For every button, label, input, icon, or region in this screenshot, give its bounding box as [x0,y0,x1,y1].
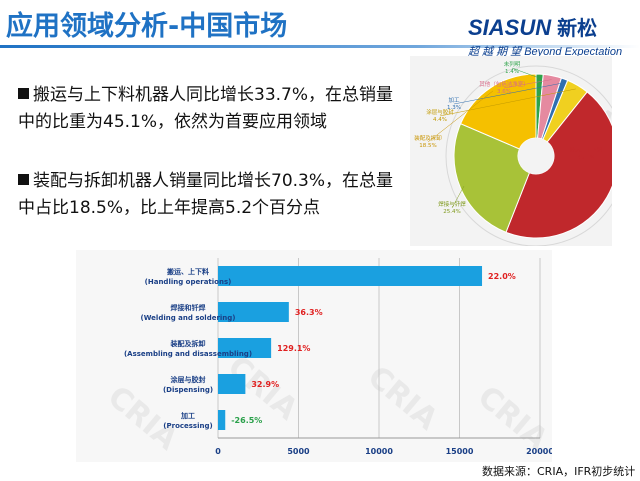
pie-slice-value: 1.3% [447,105,461,111]
pie-slice-label: 加工 [448,96,460,104]
source-note: 数据来源：CRIA，IFR初步统计 [482,465,636,478]
pie-slice-value: 25.4% [443,209,460,215]
pie-leader-line [453,82,564,105]
bar [218,410,226,430]
bar [218,338,272,358]
y-category-label-en: (Welding and soldering) [141,314,236,322]
page-title: 应用领域分析-中国市场 [6,11,288,42]
y-category-label-en: (Dispensing) [163,386,213,394]
x-tick-label: 0 [215,447,221,456]
bar [218,302,289,322]
pie-center [518,138,554,174]
bar-annotation: 32.9% [251,380,279,389]
y-category-label-cn: 搬运、上下料 [167,267,209,276]
logo-brand-cn: 新松 [557,16,598,40]
pie-slice-label: 其他（包括洁净室） [479,80,529,88]
pie-slice-label: 装配及拆卸 [414,134,442,142]
y-category-label-cn: 加工 [180,411,195,420]
pie-leader-line [427,90,494,143]
y-category-label-en: (Handling operations) [145,278,232,286]
square-bullet-icon [18,174,29,185]
y-category-label-cn: 涂层与胶封 [171,375,206,384]
pie-chart: CRIA未列明1.4%其他（包括洁净室）3.6%加工1.3%涂层与胶封4.4%搬… [414,60,627,247]
bar [218,266,483,286]
bar-annotation: 36.3% [295,308,323,317]
bar [218,374,246,394]
pie-slice-label: 搬运、上下料 [569,146,603,154]
bullet-point: 搬运与上下料机器人同比增长33.7%，在总销量中的比重为45.1%，依然为首要应… [18,82,398,136]
pie-chart-panel: CRIA未列明1.4%其他（包括洁净室）3.6%加工1.3%涂层与胶封4.4%搬… [410,56,627,247]
bar-chart-panel: CRIA CRIA CRIA CRIA 0 5000 10000 15000 20000 搬运、上… [76,250,555,462]
pie-leader-line [511,67,540,79]
watermark-text: CRIA [361,359,445,437]
pie-leader-line [585,153,604,196]
pie-slice-label: 涂层与胶封 [426,108,454,116]
y-category-label-cn: 焊接和钎焊 [171,303,206,312]
y-category-label-en: (Assembling and disassembling) [124,350,252,358]
title-divider [0,45,640,48]
y-category-label-cn: 装配及拆卸 [170,339,206,348]
pie-leader-line [503,79,552,89]
y-category-label-en: (Processing) [163,422,212,430]
logo-tagline: 超 越 期 望 Beyond Expectation [468,46,623,58]
pie-leader-line [451,185,465,209]
bullet-text: 装配与拆卸机器人销量同比增长70.3%，在总量中占比18.5%，比上年提高5.2… [18,171,394,218]
pie-slice-value: 4.4% [433,117,447,123]
bullet-text: 搬运与上下料机器人同比增长33.7%，在总销量中的比重为45.1%，依然为首要应… [18,85,394,132]
pie-leader-line [439,88,576,117]
pie-slice-value: 45.1% [577,155,594,161]
x-tick-label: 20000 [526,447,552,456]
pie-slice-value: 3.6% [497,89,511,95]
x-tick-label: 5000 [287,447,310,456]
pie-slice-value: 1.4% [505,69,519,75]
bar-annotation: 22.0% [488,272,516,281]
company-logo: SIASUN 新松 超 越 期 望 Beyond Expectation [468,12,622,59]
bar-annotation: 129.1% [277,344,310,353]
pie-slice-label: 未列明 [504,60,521,68]
pie-slice-label: 焊接与钎焊 [438,200,466,208]
square-bullet-icon [18,88,29,99]
bullet-point: 装配与拆卸机器人销量同比增长70.3%，在总量中占比18.5%，比上年提高5.2… [18,168,398,222]
logo-brand: SIASUN [468,15,552,40]
x-tick-label: 10000 [365,447,393,456]
pie-slice-value: 18.5% [419,143,436,149]
x-tick-label: 15000 [446,447,474,456]
bar-annotation: -26.5% [231,416,262,425]
